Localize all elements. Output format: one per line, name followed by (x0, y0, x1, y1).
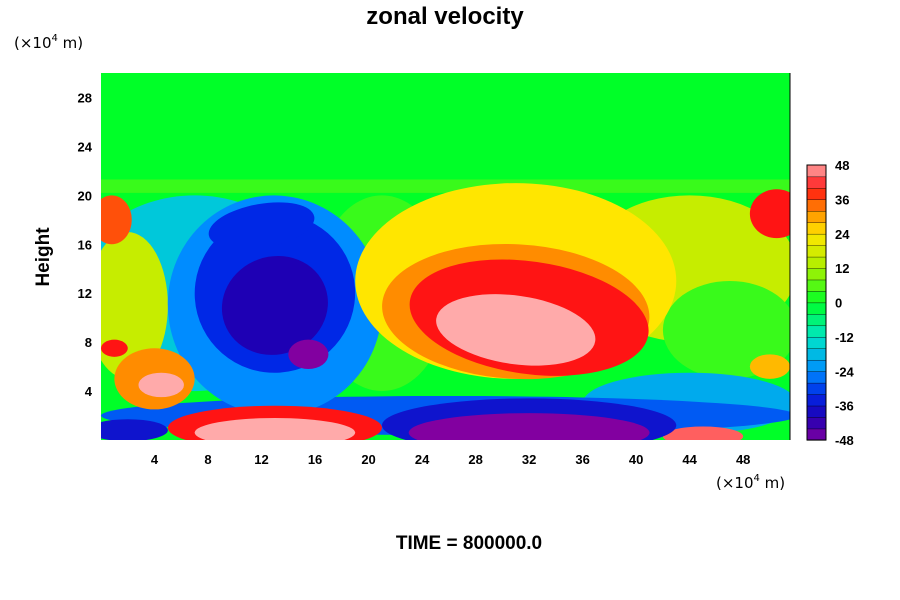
x-tick-label: 12 (254, 452, 268, 467)
bottom-jet-core (194, 417, 356, 440)
colorbar-segment (806, 199, 827, 212)
colorbar-segment (806, 393, 827, 407)
colorbar-segment (806, 279, 827, 292)
y-axis-label: Height (33, 227, 54, 287)
colorbar-tick-label: 36 (835, 192, 849, 207)
colorbar-segment (806, 302, 827, 315)
top-right-jet (749, 189, 790, 239)
y-axis-ticks: 4 8 12 16 20 24 28 (78, 90, 93, 399)
y-unit-label: (×104 m) (14, 33, 83, 52)
colorbar-segment (806, 313, 827, 327)
colorbar-segment (806, 233, 827, 246)
bottom-trough-core (408, 413, 650, 440)
colorbar-segment (806, 325, 827, 338)
upper-band (101, 73, 790, 188)
bottom-right-jet (662, 426, 744, 440)
time-label: TIME = 800000.0 (396, 533, 542, 554)
colorbar-segment (806, 256, 827, 269)
colorbar-segment (806, 245, 827, 258)
right-small-jet (749, 354, 790, 379)
colorbar-segment (806, 428, 827, 441)
top-left-jet (101, 195, 132, 245)
x-tick-label: 32 (522, 452, 536, 467)
x-tick-label: 36 (575, 452, 589, 467)
chart-title: zonal velocity (366, 3, 524, 30)
trough-core (288, 339, 329, 370)
colorbar-segment (806, 267, 827, 281)
colorbar-segment (806, 222, 827, 235)
x-tick-label: 4 (151, 452, 159, 467)
colorbar-tick-label: 24 (835, 227, 850, 242)
y-tick-label: 16 (78, 237, 92, 252)
y-tick-label: 20 (78, 188, 92, 203)
colorbar (806, 164, 827, 441)
colorbar-tick-label: -12 (835, 330, 854, 345)
right-green (662, 280, 790, 379)
x-tick-label: 20 (361, 452, 375, 467)
y-tick-label: 24 (78, 139, 93, 154)
y-tick-label: 28 (78, 90, 92, 105)
x-tick-label: 28 (468, 452, 482, 467)
y-tick-label: 12 (78, 286, 92, 301)
colorbar-tick-label: -24 (835, 364, 855, 379)
trough-inner (221, 255, 328, 355)
x-tick-label: 24 (415, 452, 430, 467)
colorbar-segment (806, 416, 827, 430)
x-axis-ticks: 4 8 12 16 20 24 28 32 36 40 44 48 (151, 452, 751, 467)
x-tick-label: 8 (204, 452, 211, 467)
left-jet-core (138, 372, 184, 398)
colorbar-segment (806, 371, 827, 384)
colorbar-segment (806, 176, 827, 189)
y-tick-label: 4 (85, 384, 93, 399)
tropopause-band (101, 179, 790, 193)
colorbar-tick-label: -48 (835, 433, 854, 448)
colorbar-segment (806, 164, 827, 178)
colorbar-ticks: 48 36 24 12 0 -12 -24 -36 -48 (835, 158, 855, 448)
velocity-field (101, 73, 790, 440)
colorbar-frame (806, 164, 827, 441)
colorbar-segment (806, 359, 827, 372)
colorbar-tick-label: -36 (835, 399, 854, 414)
x-tick-label: 48 (736, 452, 750, 467)
x-unit-label: (×104 m) (716, 473, 785, 492)
trough-top (208, 202, 315, 250)
colorbar-segment (806, 187, 827, 200)
colorbar-segment (806, 405, 827, 418)
x-tick-label: 44 (682, 452, 697, 467)
colorbar-tick-label: 48 (835, 158, 849, 173)
colorbar-tick-label: 12 (835, 261, 849, 276)
bottom-left-trough (101, 419, 168, 440)
x-tick-label: 16 (308, 452, 322, 467)
colorbar-segment (806, 210, 827, 223)
colorbar-segment (806, 348, 827, 361)
x-tick-label: 40 (629, 452, 643, 467)
left-jet-small (101, 339, 128, 357)
y-tick-label: 8 (85, 335, 92, 350)
colorbar-segment (806, 290, 827, 304)
jet-core (436, 294, 596, 366)
colorbar-segment (806, 382, 827, 395)
colorbar-segment (806, 336, 827, 349)
colorbar-tick-label: 0 (835, 296, 842, 311)
